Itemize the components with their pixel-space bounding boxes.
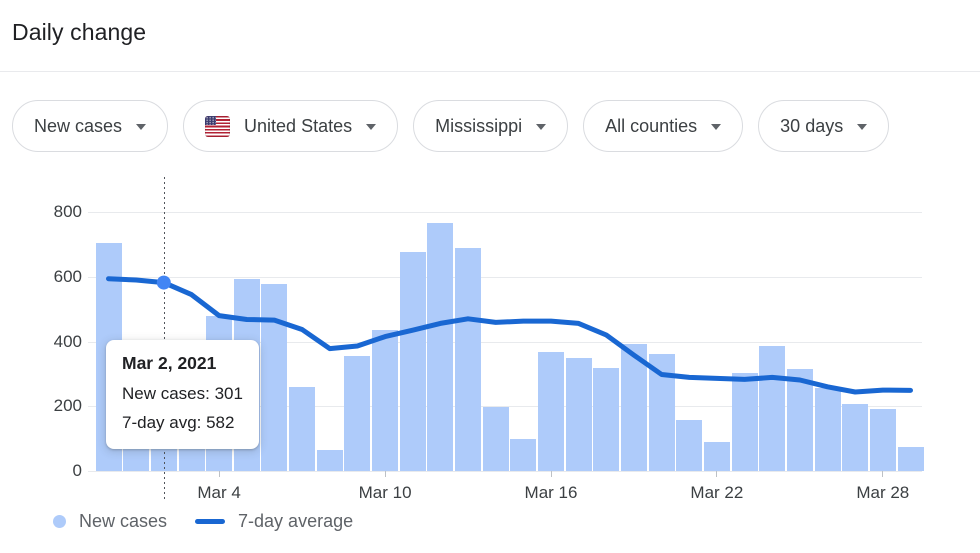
y-axis-label: 800 <box>53 202 82 221</box>
gridline <box>88 212 922 213</box>
x-axis-label: Mar 10 <box>358 483 412 502</box>
us-flag-icon <box>205 115 231 137</box>
x-axis-label: Mar 4 <box>197 483 241 502</box>
y-axis-label: 200 <box>53 396 82 416</box>
hover-guideline <box>163 177 165 500</box>
filter-chip-label: United States <box>244 115 353 136</box>
new-cases-bar[interactable] <box>814 388 841 471</box>
new-cases-bar[interactable] <box>759 346 786 471</box>
legend-item-average: 7-day average <box>195 511 353 532</box>
new-cases-bar[interactable] <box>538 352 564 471</box>
filter-chip-state[interactable]: Mississippi <box>413 100 569 152</box>
chevron-down-icon <box>136 124 147 130</box>
legend-label: New cases <box>79 511 168 531</box>
new-cases-bar[interactable] <box>620 344 647 471</box>
new-cases-bar[interactable] <box>399 251 426 471</box>
new-cases-bar[interactable] <box>565 358 592 471</box>
new-cases-bar[interactable] <box>344 356 371 471</box>
x-axis-tick <box>882 471 884 477</box>
new-cases-bar[interactable] <box>289 386 316 471</box>
x-axis-tick <box>218 471 220 477</box>
page-title: Daily change <box>12 19 147 45</box>
chevron-down-icon <box>366 124 377 130</box>
chevron-down-icon <box>857 124 868 130</box>
filter-chip-label: 30 days <box>780 115 844 136</box>
new-cases-dot-icon <box>53 515 66 528</box>
y-axis-label: 600 <box>53 266 82 286</box>
chart-legend: New cases 7-day average <box>53 511 353 532</box>
chevron-down-icon <box>536 124 547 130</box>
filter-chip-county[interactable]: All counties <box>583 100 744 152</box>
new-cases-bar[interactable] <box>510 439 537 471</box>
legend-label: 7-day average <box>238 511 354 531</box>
new-cases-bar[interactable] <box>427 223 454 471</box>
chevron-down-icon <box>711 124 722 130</box>
x-axis-label: Mar 28 <box>856 483 910 502</box>
tooltip-avg: 7-day avg: 582 <box>122 413 235 432</box>
new-cases-bar[interactable] <box>731 372 758 471</box>
average-line-icon <box>195 519 226 524</box>
new-cases-bar[interactable] <box>842 404 869 471</box>
filter-chip-country[interactable]: United States <box>183 100 399 152</box>
new-cases-bar[interactable] <box>676 419 703 471</box>
new-cases-bar[interactable] <box>482 406 509 471</box>
filter-chip-label: New cases <box>34 115 123 136</box>
new-cases-bar[interactable] <box>316 450 343 471</box>
new-cases-bar[interactable] <box>261 284 288 471</box>
filter-chip-metric[interactable]: New cases <box>12 100 169 152</box>
tooltip-date: Mar 2, 2021 <box>122 353 217 373</box>
y-axis-label: 400 <box>53 331 82 351</box>
new-cases-bar[interactable] <box>372 329 399 471</box>
gridline <box>88 276 922 278</box>
new-cases-bar[interactable] <box>648 354 675 471</box>
x-axis-tick <box>550 471 552 477</box>
new-cases-bar[interactable] <box>593 368 620 471</box>
x-axis-label: Mar 16 <box>524 483 578 502</box>
new-cases-bar[interactable] <box>786 369 813 471</box>
gridline <box>88 406 922 408</box>
new-cases-bar[interactable] <box>897 446 924 471</box>
x-axis-label: Mar 22 <box>690 483 744 502</box>
new-cases-bar[interactable] <box>455 247 481 471</box>
filter-chip-row: New cases United States Mississippi All … <box>12 100 890 152</box>
filter-chip-label: Mississippi <box>435 115 523 136</box>
filter-chip-date-range[interactable]: 30 days <box>758 100 890 152</box>
x-axis-tick <box>384 471 386 477</box>
y-axis-label: 0 <box>72 461 82 480</box>
tooltip: Mar 2, 2021 New cases: 301 7-day avg: 58… <box>106 340 259 449</box>
filter-chip-label: All counties <box>605 115 698 136</box>
x-axis-tick <box>716 471 718 477</box>
new-cases-bar[interactable] <box>703 441 730 471</box>
tooltip-new-cases: New cases: 301 <box>122 384 243 403</box>
header-divider <box>0 71 980 72</box>
gridline <box>88 471 922 472</box>
new-cases-bar[interactable] <box>869 408 896 471</box>
legend-item-new-cases: New cases <box>53 511 167 532</box>
